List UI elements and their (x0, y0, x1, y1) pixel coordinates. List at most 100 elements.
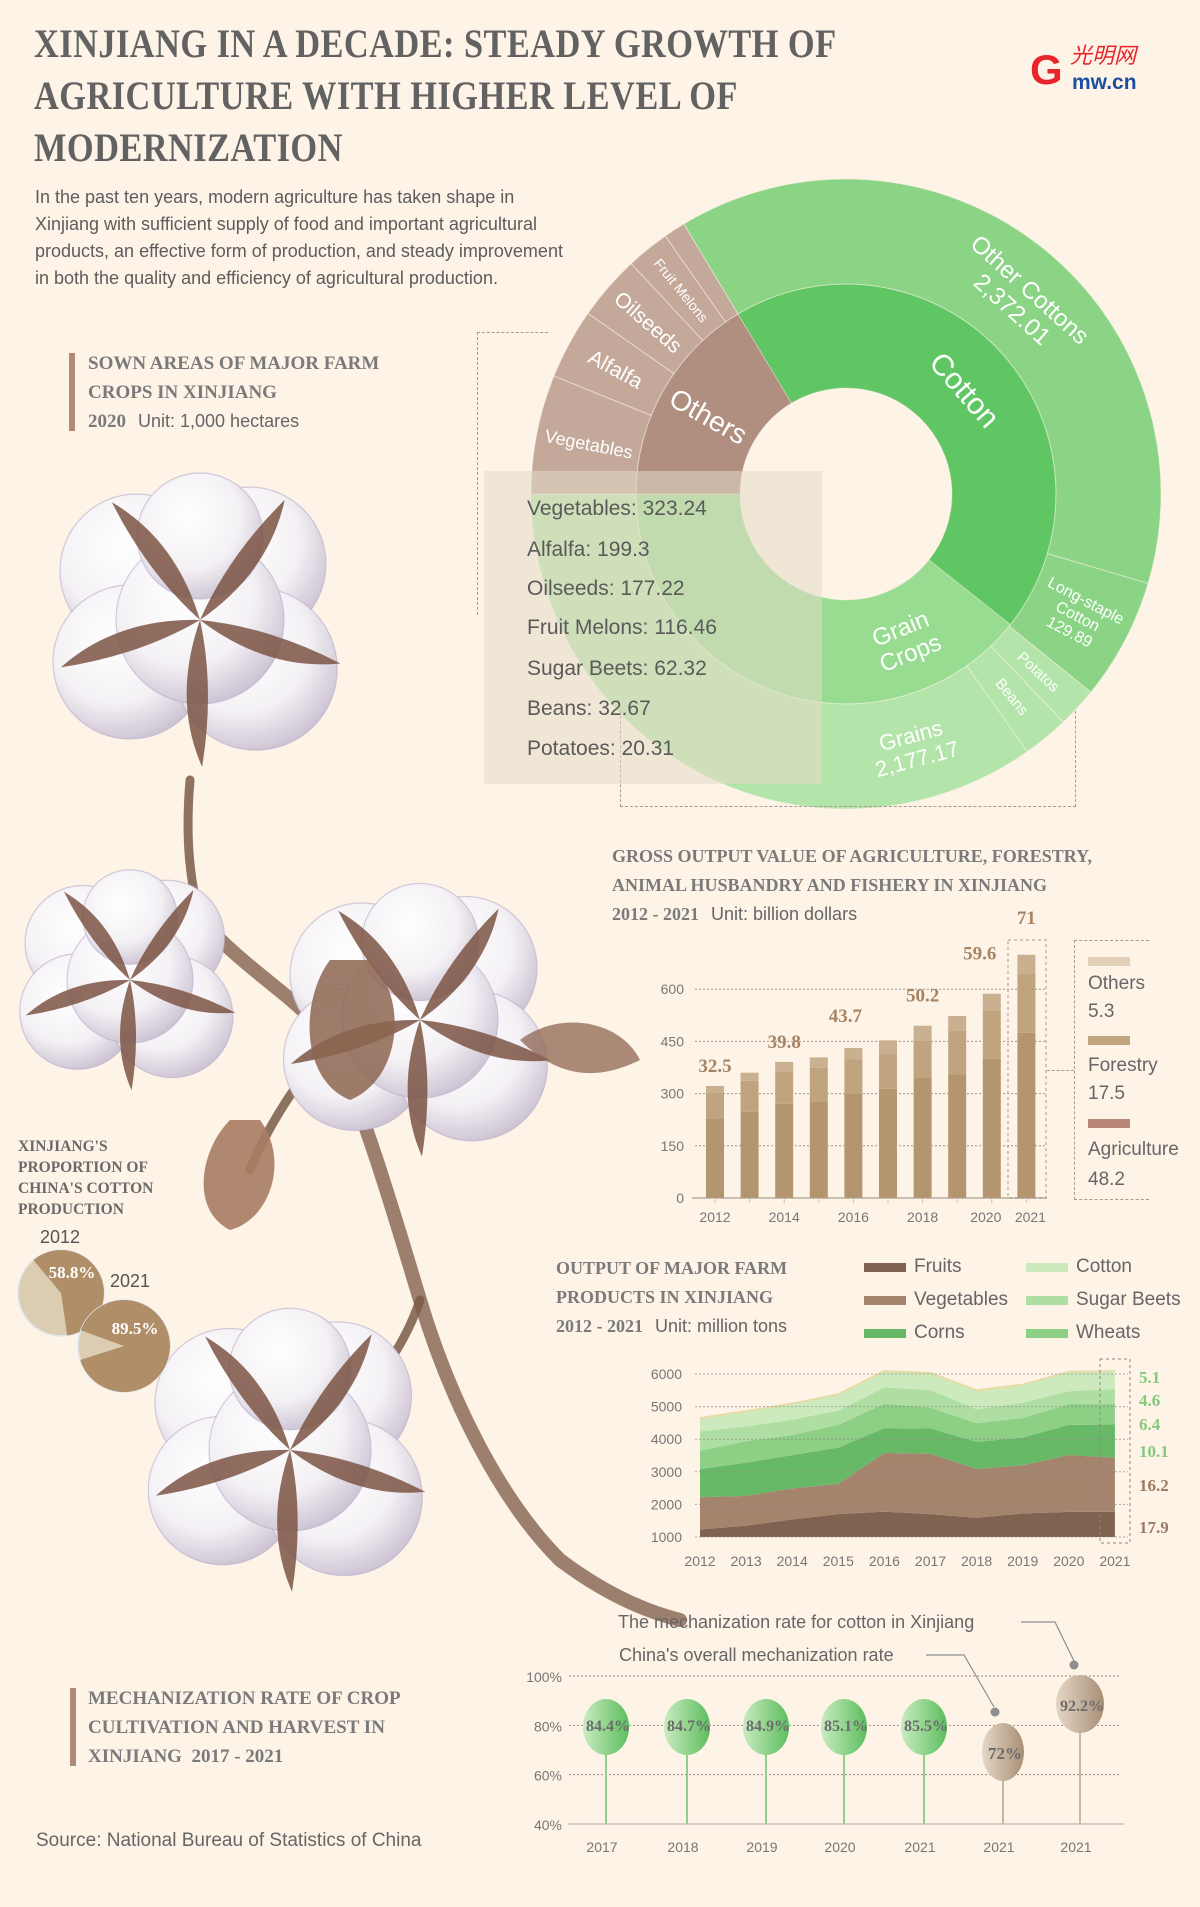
gross-output-title-line-1: GROSS OUTPUT VALUE OF AGRICULTURE, FORES… (612, 846, 1092, 866)
proportion-title-line-2: PROPORTION OF (18, 1159, 148, 1176)
farm-output-title: OUTPUT OF MAJOR FARM PRODUCTS IN XINJIAN… (556, 1254, 787, 1341)
bar-agriculture-2014 (775, 1103, 794, 1198)
pie-slice-2021 (80, 1300, 170, 1392)
bar-agriculture-2018 (913, 1077, 932, 1198)
cotton-illustration (19, 472, 687, 1627)
bar-agriculture-2019 (948, 1074, 967, 1198)
gross-output-unit: Unit: billion dollars (711, 904, 858, 924)
sown-areas-title: SOWN AREAS OF MAJOR FARM CROPS IN XINJIA… (88, 349, 379, 436)
legend-forestry-value: 17.5 (1088, 1083, 1125, 1104)
sown-areas-year: 2020 (88, 411, 126, 432)
cotton-sepal (60, 619, 201, 668)
gross-output-title-line-2: ANIMAL HUSBANDRY AND FISHERY IN XINJIANG (612, 875, 1047, 895)
gross-output-bar-chart: 0 150 300 450 600 2012 2014 2016 2018 2020 2021 32.… (661, 908, 1047, 1225)
balloon-2021-china (982, 1723, 1024, 1781)
bar-forestry-2014 (775, 1071, 794, 1104)
balloon-2018-xinjiang (664, 1699, 710, 1755)
end-label-vegetables: 16.2 (1139, 1476, 1169, 1495)
cotton-sepal (63, 891, 130, 980)
legend-agriculture: Agriculture 48.2 (1088, 1135, 1179, 1195)
end-label-cotton: 5.1 (1139, 1368, 1160, 1387)
balloon-2020-xinjiang (821, 1699, 867, 1755)
legend-others-value: 5.3 (1088, 1001, 1115, 1022)
sunburst-sector-sugar-beets (664, 223, 739, 323)
cotton-sepal (420, 908, 499, 1020)
x-tick-label: 2012 (684, 1553, 715, 1569)
logo-chinese-text: 光明网 (1070, 43, 1137, 68)
bar-value-label: 43.7 (829, 1006, 863, 1027)
tooltip-potatoes: Potatoes: 20.31 (527, 737, 675, 760)
cotton-sepal (25, 979, 130, 1016)
bar-forestry-2019 (948, 1030, 967, 1075)
cotton-boll-top (52, 472, 341, 767)
balloon-value-label: 72% (988, 1744, 1022, 1763)
tooltip-beans: Beans: 32.67 (527, 697, 651, 720)
x-tick-label: 2021 (983, 1839, 1014, 1855)
legend-swatch-vegetables (864, 1296, 906, 1305)
balloon-value-label: 92.2% (1060, 1698, 1104, 1715)
pie-year-label: 2012 (40, 1227, 80, 1247)
cotton-boll-bottom (147, 1307, 426, 1592)
mechanization-title: MECHANIZATION RATE OF CROP CULTIVATION A… (88, 1684, 401, 1771)
bar-value-label: 71 (1017, 908, 1036, 929)
x-tick-label: 2015 (823, 1553, 854, 1569)
page-title-line-3: MODERNIZATION (34, 125, 343, 170)
legend-connector (1047, 1070, 1074, 1071)
cotton-leaf (520, 1022, 640, 1074)
cotton-sepal (155, 1449, 290, 1496)
area-sugar-beets (700, 1387, 1115, 1451)
cotton-sepal (338, 910, 420, 1020)
bar-value-label: 32.5 (698, 1056, 731, 1077)
tooltip-alfalfa: Alfalfa: 199.3 (527, 538, 650, 561)
bar-others-2012 (706, 1085, 724, 1093)
area-fruits (700, 1511, 1115, 1537)
y-tick-label: 600 (661, 981, 685, 997)
x-tick-label: 2014 (769, 1209, 800, 1225)
bar-forestry-2013 (740, 1080, 759, 1112)
x-tick-label: 2013 (731, 1553, 762, 1569)
bar-forestry-2020 (982, 1010, 1001, 1059)
highlight-2021-box (1007, 939, 1047, 1199)
mechanization-years: 2017 - 2021 (191, 1746, 284, 1767)
end-label-fruits: 17.9 (1139, 1518, 1169, 1537)
bar-agriculture-2021 (1017, 1032, 1036, 1198)
gross-output-years: 2012 - 2021 (612, 904, 699, 924)
tooltip-fruit-melons: Fruit Melons: 116.46 (527, 616, 717, 639)
pie-value-label: 58.8% (49, 1263, 96, 1282)
balloon-value-label: 84.4% (586, 1718, 630, 1735)
annotation-leader-china (926, 1654, 995, 1708)
legend-swatch-agriculture (1088, 1119, 1130, 1128)
sunburst-sector-other-cottons (683, 178, 1162, 585)
bar-forestry-2021 (1017, 973, 1036, 1033)
legend-label-cotton: Cotton (1076, 1256, 1132, 1277)
legend-swatch-fruits (864, 1263, 906, 1272)
mechanization-chart: 100% 80% 60% 40% 84.4% 2017 84.7% 2018 84.9% 2019… (526, 1612, 1124, 1855)
area-corns (700, 1424, 1115, 1498)
y-tick-label: 100% (526, 1669, 562, 1685)
x-tick-label: 2021 (904, 1839, 935, 1855)
x-tick-label: 2019 (1007, 1553, 1038, 1569)
sown-areas-title-line-2: CROPS IN XINJIANG (88, 382, 277, 403)
x-tick-label: 2018 (667, 1839, 698, 1855)
bar-forestry-2015 (809, 1067, 828, 1102)
end-label-wheats: 6.4 (1139, 1415, 1161, 1434)
bar-agriculture-2012 (706, 1118, 724, 1198)
y-tick-label: 60% (534, 1768, 562, 1784)
connector-dashed-left (477, 332, 548, 615)
legend-swatch-cotton (1026, 1263, 1068, 1272)
tooltip-sugar-beets: Sugar Beets: 62.32 (527, 657, 707, 680)
sown-area-tooltip: Vegetables: 323.24 Alfalfa: 199.3 Oilsee… (484, 471, 822, 784)
section-marker (69, 353, 75, 431)
legend-dashed-box (1074, 940, 1149, 1200)
bar-agriculture-2013 (740, 1111, 759, 1198)
x-tick-label: 2020 (824, 1839, 855, 1855)
bar-value-label: 50.2 (906, 986, 939, 1007)
source-note: Source: National Bureau of Statistics of… (36, 1830, 422, 1851)
bar-forestry-2016 (844, 1059, 863, 1094)
bar-others-2019 (948, 1015, 967, 1031)
bar-others-2013 (740, 1072, 759, 1081)
area-top-edge (699, 1370, 1115, 1419)
bar-others-2020 (982, 993, 1001, 1011)
bar-agriculture-2015 (809, 1101, 828, 1198)
proportion-title-line-3: CHINA'S COTTON (18, 1180, 154, 1197)
